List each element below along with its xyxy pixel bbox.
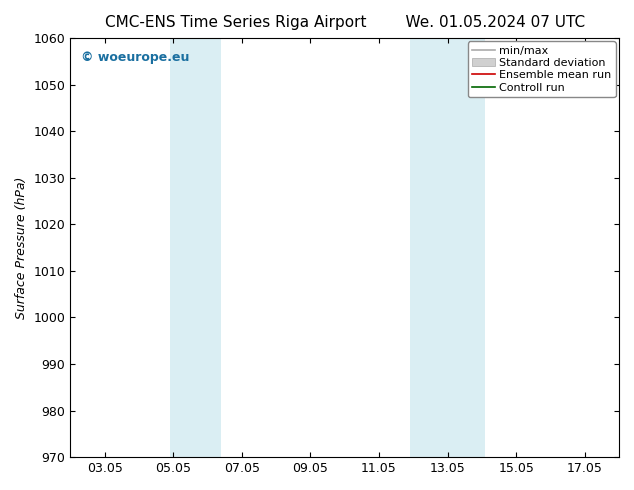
Title: CMC-ENS Time Series Riga Airport        We. 01.05.2024 07 UTC: CMC-ENS Time Series Riga Airport We. 01.… (105, 15, 585, 30)
Bar (410, 38, 485, 457)
Bar (170, 38, 221, 457)
Text: © woeurope.eu: © woeurope.eu (81, 50, 190, 64)
Y-axis label: Surface Pressure (hPa): Surface Pressure (hPa) (15, 176, 28, 319)
Legend: min/max, Standard deviation, Ensemble mean run, Controll run: min/max, Standard deviation, Ensemble me… (468, 42, 616, 97)
